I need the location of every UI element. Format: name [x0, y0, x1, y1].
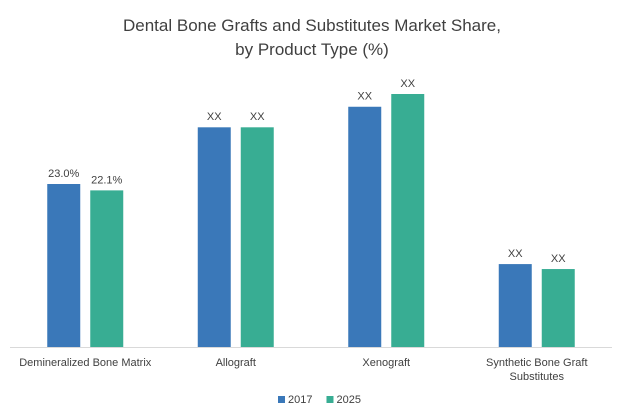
bar	[47, 184, 81, 347]
value-label: 22.1%	[91, 174, 122, 186]
x-tick-label: Xenograft	[362, 357, 411, 369]
legend-swatch	[326, 396, 334, 403]
bar	[498, 264, 532, 347]
bar	[90, 190, 124, 347]
chart-title: Dental Bone Grafts and Substitutes Marke…	[123, 16, 501, 59]
x-tick-label: Synthetic Bone Graft Substitutes	[486, 357, 588, 383]
legend-swatch	[278, 396, 285, 403]
legend-label: 2017	[288, 394, 312, 406]
value-label: XX	[400, 78, 415, 90]
legend-label: 2025	[336, 394, 360, 406]
bar	[240, 127, 274, 347]
bar	[391, 94, 425, 347]
value-label: XX	[551, 253, 566, 265]
value-label: 23.0%	[48, 168, 79, 180]
bar	[541, 269, 575, 347]
value-label: XX	[508, 248, 523, 260]
value-label: XX	[357, 91, 372, 103]
value-label: XX	[207, 111, 222, 123]
bar	[197, 127, 231, 347]
x-tick-label: Demineralized Bone Matrix	[19, 357, 152, 369]
value-label: XX	[250, 111, 265, 123]
bar	[348, 106, 382, 347]
x-tick-label: Allograft	[215, 357, 256, 369]
